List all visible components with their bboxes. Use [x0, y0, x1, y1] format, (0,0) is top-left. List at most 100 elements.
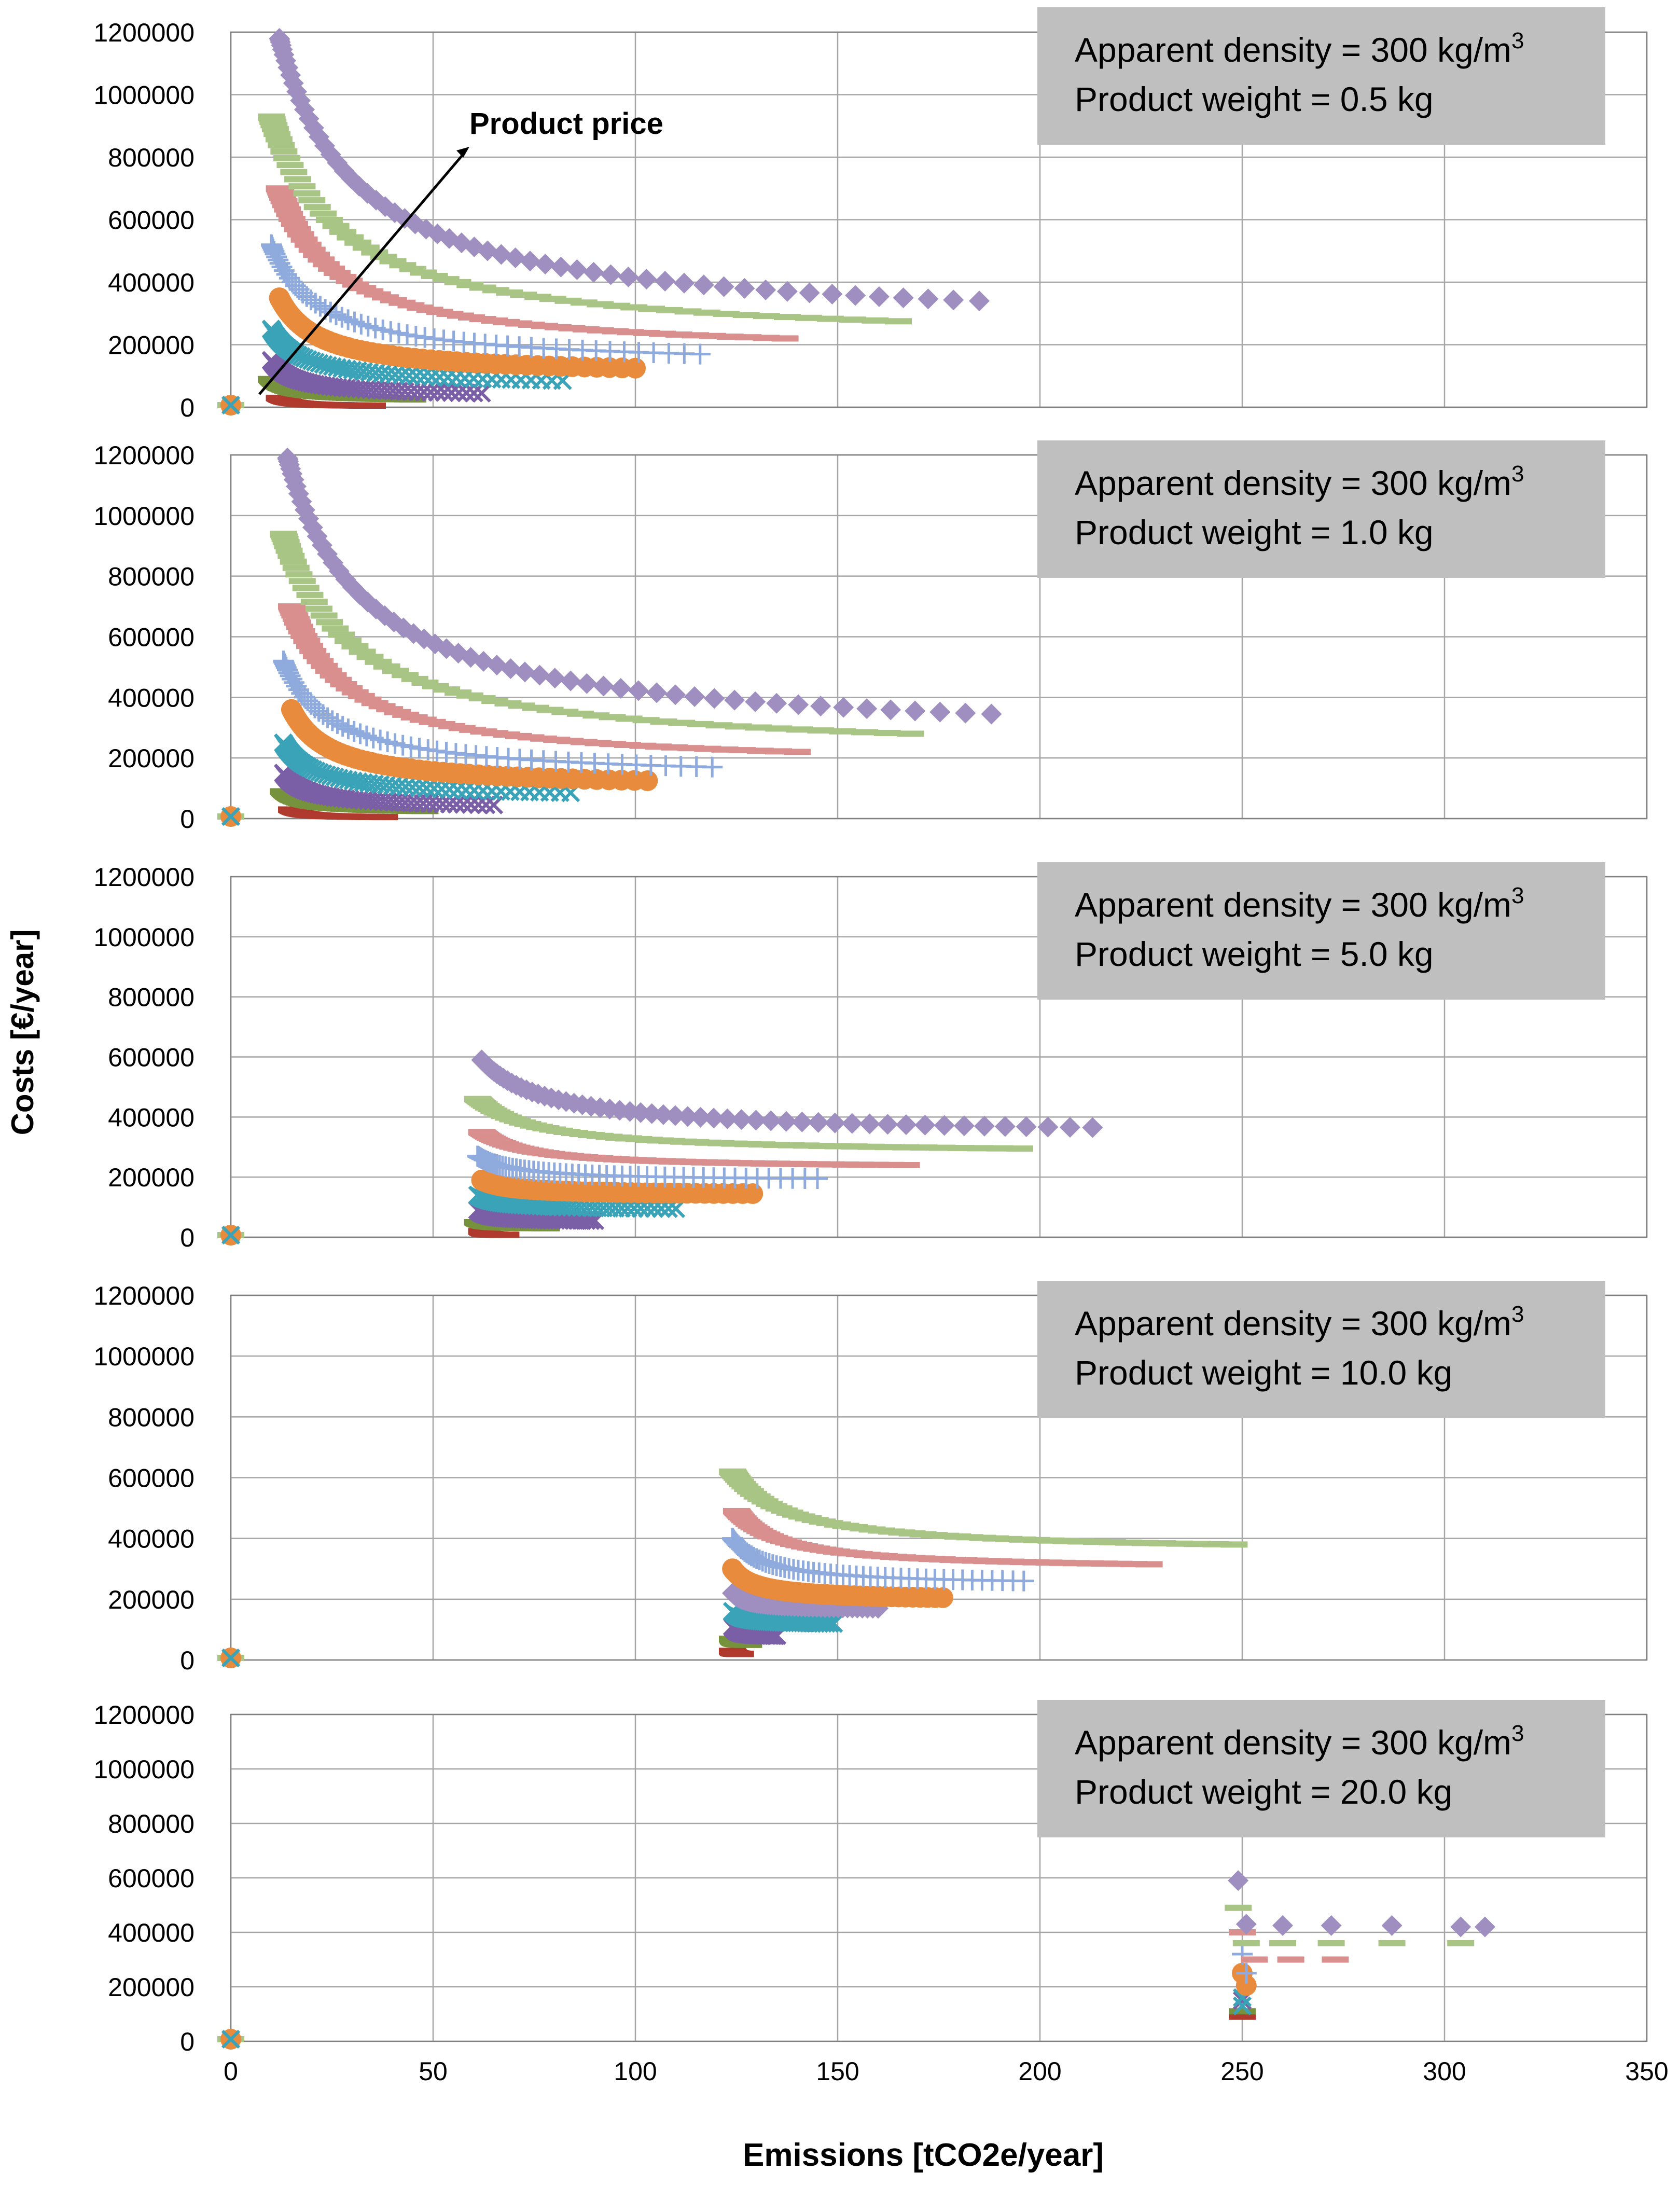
data-point-b — [428, 383, 447, 402]
data-point — [1229, 2013, 1256, 2020]
data-point — [773, 314, 801, 321]
plot-frame — [230, 1294, 1648, 1661]
data-point — [905, 700, 926, 722]
data-point-b — [666, 1199, 686, 1219]
data-point — [1016, 1116, 1037, 1138]
data-point — [299, 647, 327, 654]
data-point — [315, 216, 343, 223]
y-tick-label: 1200000 — [93, 1281, 195, 1310]
data-point — [344, 239, 372, 246]
series-green-dash — [719, 1468, 1248, 1548]
y-tick-label: 1000000 — [93, 81, 195, 110]
plot-frame — [230, 876, 1648, 1238]
data-point — [877, 1114, 898, 1135]
data-point — [1475, 1916, 1495, 1938]
data-point-b — [447, 368, 466, 388]
data-point — [505, 247, 526, 269]
data-point — [1082, 1117, 1103, 1138]
data-point — [786, 726, 813, 733]
weight-label: Product weight = 20.0 kg — [1075, 1773, 1452, 1811]
y-tick-label: 800000 — [108, 1809, 195, 1838]
data-point-b — [472, 383, 491, 403]
data-point — [895, 1114, 917, 1136]
data-point — [868, 286, 890, 307]
y-tick-label: 1200000 — [93, 1700, 195, 1730]
data-point — [929, 701, 951, 723]
data-point — [1135, 1561, 1163, 1568]
data-point — [1229, 2008, 1256, 2015]
series-green-dash-low — [1229, 2008, 1256, 2015]
data-point — [1232, 1940, 1260, 1946]
weight-label: Product weight = 1.0 kg — [1075, 513, 1434, 551]
data-point — [1381, 1915, 1403, 1936]
data-point-b — [424, 779, 443, 798]
series-green-dash — [464, 1096, 1033, 1152]
origin-marker-b — [221, 2029, 241, 2049]
data-point — [410, 778, 429, 797]
data-point — [402, 778, 422, 797]
data-point — [807, 727, 835, 734]
data-point-b — [456, 383, 476, 403]
x-tick-label: 300 — [1423, 2057, 1466, 2086]
data-point — [500, 658, 521, 679]
data-point — [278, 215, 306, 222]
data-point-b — [1232, 1996, 1252, 2015]
data-point — [664, 1105, 686, 1126]
chart-panel-4: 0 200000 400000 600000 800000 1000000 1200000 A… — [93, 1281, 1648, 1675]
chart-panel-1: 0 200000 400000 600000 800000 1000000 1200000 A… — [93, 7, 1648, 422]
y-tick-label: 1000000 — [93, 1755, 195, 1784]
origin-marker-b — [221, 395, 241, 415]
data-point — [788, 694, 809, 715]
series-red-dash-low — [468, 1228, 520, 1238]
data-point — [277, 552, 305, 559]
x-tick-label: 100 — [614, 2057, 657, 2086]
data-point — [265, 136, 293, 143]
series-blue-plus — [467, 1145, 828, 1189]
data-point — [356, 654, 384, 660]
data-point — [731, 1109, 752, 1130]
y-tick-label: 1200000 — [93, 18, 195, 47]
data-point — [689, 343, 711, 365]
data-point — [810, 696, 831, 717]
x-tick-label: 350 — [1625, 2057, 1668, 2086]
data-point — [263, 131, 291, 137]
data-point — [873, 729, 901, 736]
data-point — [566, 259, 588, 280]
data-point-b — [449, 383, 468, 403]
origin-marker-b — [221, 1648, 241, 1668]
data-point — [914, 1114, 936, 1136]
data-point — [322, 223, 350, 229]
y-tick-label: 0 — [180, 1223, 195, 1252]
density-unit-superscript: 3 — [1511, 1721, 1524, 1746]
data-point-b — [464, 369, 483, 388]
data-point — [994, 1116, 1016, 1137]
data-point-b — [421, 382, 440, 402]
y-tick-label: 1000000 — [93, 1342, 195, 1371]
data-point — [833, 697, 854, 718]
data-point — [1013, 1570, 1034, 1592]
data-point — [284, 176, 312, 183]
data-point — [400, 736, 422, 757]
data-point-b — [659, 1199, 678, 1219]
product-price-arrowhead — [456, 147, 469, 158]
data-point-b — [318, 356, 338, 375]
data-point-b — [323, 357, 342, 376]
y-tick-label: 400000 — [108, 1103, 195, 1132]
data-point — [447, 795, 466, 814]
data-point-b — [432, 779, 451, 799]
data-point — [276, 162, 304, 169]
series-red-dash — [278, 603, 811, 755]
data-point — [280, 558, 307, 565]
data-point-b — [313, 764, 333, 783]
data-point — [529, 665, 550, 686]
data-point-b — [438, 368, 457, 387]
data-point — [435, 383, 454, 402]
data-point-b — [433, 794, 452, 813]
data-point — [388, 323, 409, 344]
data-point — [816, 1614, 836, 1633]
data-point — [305, 605, 332, 612]
y-tick-label: 400000 — [108, 1525, 195, 1554]
data-point-b — [422, 367, 441, 386]
data-point-b — [442, 383, 461, 402]
